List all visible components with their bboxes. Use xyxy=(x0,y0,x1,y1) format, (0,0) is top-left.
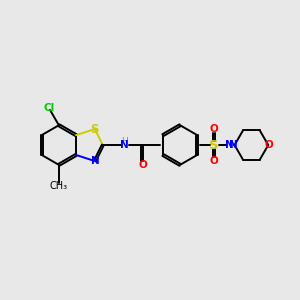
Text: S: S xyxy=(91,122,99,136)
Text: N: N xyxy=(225,140,234,150)
Text: O: O xyxy=(138,160,147,170)
Text: H: H xyxy=(121,136,128,146)
Text: N: N xyxy=(120,140,129,150)
Text: O: O xyxy=(265,140,274,150)
Text: O: O xyxy=(209,156,218,166)
Text: CH₃: CH₃ xyxy=(50,181,68,191)
Text: N: N xyxy=(229,140,238,150)
Text: N: N xyxy=(92,156,100,166)
Text: S: S xyxy=(209,139,219,152)
Text: O: O xyxy=(209,124,218,134)
Text: Cl: Cl xyxy=(43,103,55,113)
